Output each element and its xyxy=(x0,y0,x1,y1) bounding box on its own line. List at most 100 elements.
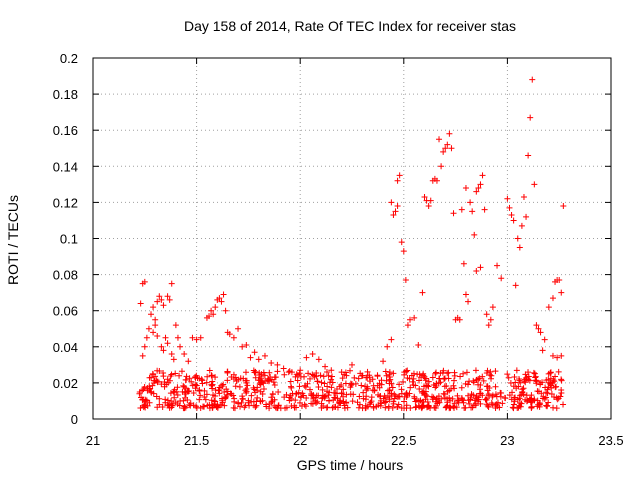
y-tick-label: 0.14 xyxy=(53,159,78,174)
data-point xyxy=(351,374,358,381)
x-tick-label: 23 xyxy=(500,433,514,448)
data-point xyxy=(558,376,565,383)
y-tick-label: 0.04 xyxy=(53,340,78,355)
data-point xyxy=(461,405,468,412)
data-point xyxy=(280,365,287,372)
data-point xyxy=(256,369,263,376)
data-point xyxy=(215,387,222,394)
data-point xyxy=(513,367,520,374)
data-point xyxy=(376,393,383,400)
y-tick-label: 0 xyxy=(71,412,78,427)
data-point xyxy=(216,295,223,302)
data-point xyxy=(164,397,171,404)
data-point xyxy=(523,213,530,220)
data-point xyxy=(518,391,525,398)
data-point xyxy=(268,360,275,367)
data-point xyxy=(386,369,393,376)
data-point xyxy=(315,384,322,391)
data-point xyxy=(469,208,476,215)
data-point xyxy=(482,396,489,403)
data-point xyxy=(442,145,449,152)
data-point xyxy=(444,370,451,377)
data-point xyxy=(219,397,226,404)
data-point xyxy=(531,397,538,404)
data-point xyxy=(231,395,238,402)
data-point xyxy=(185,388,192,395)
data-point xyxy=(241,404,248,411)
data-point xyxy=(322,363,329,370)
data-point xyxy=(533,322,540,329)
data-point xyxy=(239,343,246,350)
data-point xyxy=(293,390,300,397)
data-point xyxy=(325,372,332,379)
data-point xyxy=(506,392,513,399)
data-point xyxy=(339,375,346,382)
data-point xyxy=(419,289,426,296)
data-point xyxy=(429,374,436,381)
data-point xyxy=(394,177,401,184)
data-point xyxy=(329,404,336,411)
y-tick-label: 0.2 xyxy=(60,51,78,66)
data-point xyxy=(190,390,197,397)
data-point xyxy=(301,382,308,389)
data-point xyxy=(340,386,347,393)
data-point xyxy=(193,382,200,389)
data-point xyxy=(558,289,565,296)
x-axis-label: GPS time / hours xyxy=(297,457,404,473)
data-point xyxy=(410,375,417,382)
data-point xyxy=(171,394,178,401)
data-point xyxy=(348,381,355,388)
data-point xyxy=(242,387,249,394)
data-point xyxy=(168,371,175,378)
data-point xyxy=(259,391,266,398)
data-point xyxy=(511,374,518,381)
data-point xyxy=(516,244,523,251)
data-point xyxy=(388,336,395,343)
data-point xyxy=(259,397,266,404)
data-point xyxy=(306,386,313,393)
data-point xyxy=(374,372,381,379)
data-point xyxy=(523,392,530,399)
data-point xyxy=(238,399,245,406)
data-point xyxy=(296,383,303,390)
data-point xyxy=(445,369,452,376)
data-point xyxy=(310,372,317,379)
data-point xyxy=(446,130,453,137)
data-point xyxy=(433,177,440,184)
data-point xyxy=(320,373,327,380)
gridlines xyxy=(93,58,611,419)
data-point xyxy=(537,380,544,386)
data-point xyxy=(515,383,522,390)
data-point xyxy=(185,358,192,365)
data-point xyxy=(374,382,381,389)
data-point xyxy=(535,325,542,332)
data-point xyxy=(251,349,258,356)
data-point xyxy=(196,386,203,393)
data-point xyxy=(269,391,276,398)
data-point xyxy=(390,370,397,377)
data-point xyxy=(216,384,223,391)
data-point xyxy=(395,393,402,400)
data-point xyxy=(386,371,393,378)
data-point xyxy=(315,356,322,363)
data-point xyxy=(384,393,391,400)
data-point xyxy=(454,392,461,399)
data-point xyxy=(204,373,211,380)
data-point xyxy=(283,404,290,411)
data-point xyxy=(296,399,303,406)
data-point xyxy=(404,322,411,329)
data-point xyxy=(310,392,317,399)
data-point xyxy=(488,400,495,407)
data-point xyxy=(476,386,483,393)
data-point xyxy=(239,393,246,400)
data-point xyxy=(489,304,496,311)
data-point xyxy=(433,380,440,387)
data-point xyxy=(381,399,388,406)
data-point xyxy=(533,377,540,384)
data-point xyxy=(237,403,244,410)
data-point xyxy=(545,370,552,377)
data-point xyxy=(150,329,157,336)
data-point xyxy=(159,404,166,411)
data-point xyxy=(392,208,399,215)
data-point xyxy=(398,390,405,397)
